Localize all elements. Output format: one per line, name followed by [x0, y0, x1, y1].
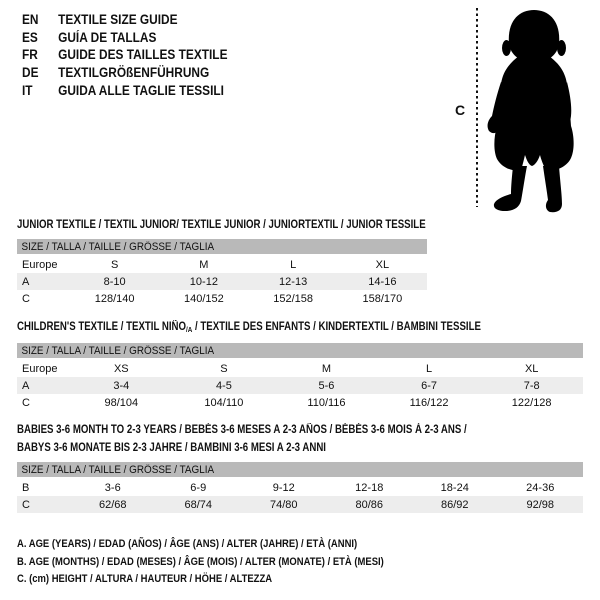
table-row: Europe XS S M L XL — [17, 360, 583, 377]
cell-value: 6-7 — [421, 379, 438, 392]
size-header-bar: SIZE / TALLA / TAILLE / GRÖSSE / TAGLIA — [17, 462, 583, 477]
row-label: C — [22, 396, 30, 409]
cell-value: 3-6 — [104, 481, 121, 494]
cell-value: 10-12 — [189, 275, 218, 288]
language-label: GUIDE DES TAILLES TEXTILE — [58, 47, 228, 63]
children-size-table: SIZE / TALLA / TAILLE / GRÖSSE / TAGLIA … — [17, 343, 583, 411]
table-row: A 8-10 10-12 12-13 14-16 — [17, 273, 427, 290]
footnote-a: A. AGE (YEARS) / EDAD (AÑOS) / ÂGE (ANS)… — [17, 538, 358, 550]
table-row: Europe S M L XL — [17, 256, 427, 273]
table-row: B 3-6 6-9 9-12 12-18 18-24 24-36 — [17, 479, 583, 496]
language-row: ES GUÍA DE TALLAS — [22, 29, 227, 47]
row-label: A — [22, 275, 30, 288]
cell-value: XL — [375, 258, 390, 271]
cell-value: 86/92 — [440, 498, 469, 511]
cell-value: M — [199, 258, 209, 271]
footnote-c: C. (cm) HEIGHT / ALTURA / HAUTEUR / HÖHE… — [17, 573, 273, 585]
cell-value: 140/152 — [183, 292, 224, 305]
junior-size-table: SIZE / TALLA / TAILLE / GRÖSSE / TAGLIA … — [17, 239, 427, 307]
cell-value: M — [321, 362, 332, 375]
cell-value: 80/86 — [355, 498, 384, 511]
language-label: GUIDA ALLE TAGLIE TESSILI — [58, 82, 224, 98]
children-title-subscript: /A — [186, 325, 193, 334]
row-label: C — [22, 292, 30, 305]
table-row: C 98/104 104/110 110/116 116/122 122/128 — [17, 394, 583, 411]
row-label: B — [22, 481, 30, 494]
cell-value: 12-13 — [279, 275, 308, 288]
language-label: GUÍA DE TALLAS — [58, 29, 157, 45]
cell-value: 4-5 — [215, 379, 232, 392]
cell-value: 7-8 — [523, 379, 540, 392]
language-label: TEXTILE SIZE GUIDE — [58, 12, 178, 28]
row-label: C — [22, 498, 30, 511]
babies-size-table: SIZE / TALLA / TAILLE / GRÖSSE / TAGLIA … — [17, 462, 583, 513]
cell-value: 98/104 — [104, 396, 139, 409]
language-code: DE — [22, 65, 39, 81]
babies-title-line2: BABYS 3-6 MONATE BIS 2-3 JAHRE / BAMBINI… — [17, 442, 326, 454]
cell-value: L — [290, 258, 297, 271]
cell-value: 8-10 — [103, 275, 126, 288]
table-row: C 128/140 140/152 152/158 158/170 — [17, 290, 427, 307]
table-body: Europe XS S M L XL A 3-4 4-5 5-6 6-7 7-8 C 98/104 104/… — [17, 360, 583, 411]
babies-title-line1: BABIES 3-6 MONTH TO 2-3 YEARS / BEBÉS 3-… — [17, 424, 467, 436]
size-header-bar: SIZE / TALLA / TAILLE / GRÖSSE / TAGLIA — [17, 343, 583, 358]
cell-value: 62/68 — [98, 498, 127, 511]
height-measure-dotted-line — [476, 8, 478, 207]
language-code: IT — [22, 82, 33, 98]
cell-value: XS — [113, 362, 129, 375]
children-table-title: CHILDREN'S TEXTILE / TEXTIL NIÑO/A / TEX… — [17, 318, 481, 339]
measure-label-c: C — [455, 102, 466, 118]
cell-value: 104/110 — [204, 396, 244, 409]
cell-value: 92/98 — [526, 498, 555, 511]
language-code: EN — [22, 12, 39, 28]
junior-table-title: JUNIOR TEXTILE / TEXTIL JUNIOR/ TEXTILE … — [17, 219, 426, 231]
cell-value: 110/116 — [307, 396, 346, 409]
language-row: DE TEXTILGRÖßENFÜHRUNG — [22, 64, 227, 82]
cell-value: 152/158 — [273, 292, 313, 305]
cell-value: 14-16 — [368, 275, 397, 288]
cell-value: 68/74 — [184, 498, 213, 511]
size-header-label: SIZE / TALLA / TAILLE / GRÖSSE / TAGLIA — [21, 344, 215, 357]
children-title-prefix: CHILDREN'S TEXTILE / TEXTIL NIÑO — [17, 321, 187, 333]
cell-value: 116/122 — [409, 396, 449, 409]
cell-value: 18-24 — [440, 481, 469, 494]
footnote-b: B. AGE (MONTHS) / EDAD (MESES) / ÂGE (MO… — [17, 555, 384, 568]
language-title-block: EN TEXTILE SIZE GUIDE ES GUÍA DE TALLAS … — [22, 11, 256, 99]
cell-value: 6-9 — [190, 481, 207, 494]
language-code: FR — [22, 47, 38, 63]
cell-value: 12-18 — [355, 481, 384, 494]
toddler-silhouette-icon — [487, 10, 574, 213]
cell-value: S — [220, 362, 228, 375]
table-body: Europe S M L XL A 8-10 10-12 12-13 14-16 C 128/140 1… — [17, 256, 427, 307]
language-code: ES — [22, 29, 38, 45]
cell-value: 128/140 — [94, 292, 135, 305]
cell-value: 74/80 — [269, 498, 298, 511]
cell-value: 5-6 — [318, 379, 335, 392]
cell-value: S — [110, 258, 119, 271]
table-row: A 3-4 4-5 5-6 6-7 7-8 — [17, 377, 583, 394]
size-header-bar: SIZE / TALLA / TAILLE / GRÖSSE / TAGLIA — [17, 239, 427, 254]
cell-value: L — [426, 362, 433, 375]
language-label: TEXTILGRÖßENFÜHRUNG — [58, 65, 210, 81]
language-row: FR GUIDE DES TAILLES TEXTILE — [22, 46, 227, 64]
cell-value: 9-12 — [272, 481, 295, 494]
cell-value: 158/170 — [362, 292, 403, 305]
babies-table-title: BABIES 3-6 MONTH TO 2-3 YEARS / BEBÉS 3-… — [17, 421, 467, 457]
row-label: A — [22, 379, 30, 392]
row-label: Europe — [22, 362, 58, 375]
table-body: B 3-6 6-9 9-12 12-18 18-24 24-36 C 62/68 68/74 74/… — [17, 479, 583, 513]
size-header-label: SIZE / TALLA / TAILLE / GRÖSSE / TAGLIA — [21, 240, 215, 253]
table-row: C 62/68 68/74 74/80 80/86 86/92 92/98 — [17, 496, 583, 513]
row-label: Europe — [22, 258, 58, 271]
language-row: IT GUIDA ALLE TAGLIE TESSILI — [22, 81, 227, 99]
size-header-label: SIZE / TALLA / TAILLE / GRÖSSE / TAGLIA — [21, 463, 215, 476]
cell-value: XL — [524, 362, 539, 375]
cell-value: 122/128 — [511, 396, 552, 409]
children-title-suffix: / TEXTILE DES ENFANTS / KINDERTEXTIL / B… — [192, 321, 481, 333]
footnotes-block: A. AGE (YEARS) / EDAD (AÑOS) / ÂGE (ANS)… — [17, 536, 444, 589]
cell-value: 3-4 — [113, 379, 130, 392]
language-row: EN TEXTILE SIZE GUIDE — [22, 11, 227, 29]
cell-value: 24-36 — [526, 481, 555, 494]
